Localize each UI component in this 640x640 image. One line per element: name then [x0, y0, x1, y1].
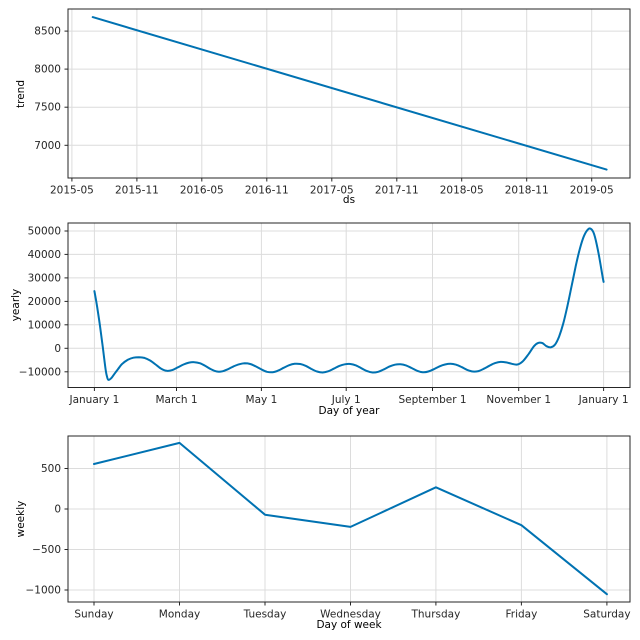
x-tick-label: July 1 — [331, 394, 361, 406]
trend-y-axis-label: trend — [15, 79, 27, 108]
y-tick-label: 0 — [54, 343, 61, 355]
y-tick-label: 30000 — [28, 272, 61, 284]
yearly-axes-border — [67, 222, 631, 388]
x-tick-label: 2015-11 — [115, 185, 159, 197]
y-tick-label: 7000 — [34, 140, 61, 152]
yearly-grid — [68, 223, 630, 388]
x-tick-label: Tuesday — [243, 609, 287, 621]
x-tick-label: January 1 — [68, 394, 119, 406]
yearly-y-axis-label: yearly — [10, 288, 22, 322]
y-tick-label: 0 — [54, 504, 61, 516]
x-tick-label: March 1 — [155, 394, 197, 406]
x-tick-label: Sunday — [74, 609, 113, 621]
yearly-tick-labels: January 1 March 1 May 1 July 1 September 1 No… — [19, 226, 629, 407]
trend-grid — [68, 9, 630, 178]
y-tick-label: 10000 — [28, 319, 61, 331]
weekly-series-line — [93, 441, 608, 596]
y-tick-label: 50000 — [28, 226, 61, 238]
y-tick-label: 8000 — [34, 64, 61, 76]
y-tick-label: 40000 — [28, 249, 61, 261]
y-tick-label: 20000 — [28, 296, 61, 308]
x-tick-label: 2017-11 — [375, 185, 419, 197]
x-tick-label: Wednesday — [320, 609, 381, 621]
trend-ticks — [64, 30, 593, 182]
x-tick-label: Saturday — [583, 609, 630, 621]
weekly-axes-border — [67, 435, 631, 603]
y-tick-label: 8500 — [34, 26, 61, 38]
weekly-y-axis-label: weekly — [15, 500, 27, 538]
trend-tick-labels: 2015-05 2015-11 2016-05 2016-11 2017-05 2017-… — [34, 26, 613, 197]
y-tick-label: 500 — [41, 463, 61, 475]
x-tick-label: 2015-05 — [50, 185, 94, 197]
yearly-plot: January 1 March 1 May 1 July 1 September 1 No… — [19, 222, 631, 407]
x-tick-label: 2018-05 — [440, 185, 484, 197]
yearly-ticks — [64, 230, 605, 391]
trend-series-line — [91, 16, 608, 171]
x-tick-label: Monday — [159, 609, 200, 621]
trend-axes-border — [67, 8, 631, 179]
weekly-ticks — [64, 468, 608, 606]
weekly-grid — [68, 436, 630, 602]
x-tick-label: 2016-05 — [180, 185, 224, 197]
x-tick-label: May 1 — [246, 394, 278, 406]
weekly-x-axis-label: Day of week — [316, 619, 382, 631]
x-tick-label: 2018-11 — [505, 185, 549, 197]
yearly-x-axis-label: Day of year — [318, 405, 380, 417]
x-tick-label: 2019-05 — [570, 185, 614, 197]
x-tick-label: Thursday — [410, 609, 460, 621]
x-tick-label: November 1 — [486, 394, 551, 406]
trend-plot: 2015-05 2015-11 2016-05 2016-11 2017-05 2017-… — [34, 8, 631, 197]
x-tick-label: January 1 — [578, 394, 629, 406]
x-tick-label: Friday — [505, 609, 537, 621]
x-tick-label: 2016-11 — [245, 185, 289, 197]
x-tick-label: September 1 — [398, 394, 466, 406]
y-tick-label: −500 — [32, 544, 61, 556]
yearly-series-line — [93, 227, 605, 381]
weekly-tick-labels: Sunday Monday Tuesday Wednesday Thursday Frid… — [25, 463, 630, 621]
trend-x-axis-label: ds — [342, 194, 356, 206]
x-tick-label: 2017-05 — [310, 185, 354, 197]
weekly-plot: Sunday Monday Tuesday Wednesday Thursday Frid… — [25, 435, 631, 621]
y-tick-label: −1000 — [25, 585, 61, 597]
y-tick-label: 7500 — [34, 102, 61, 114]
y-tick-label: −10000 — [19, 366, 61, 378]
